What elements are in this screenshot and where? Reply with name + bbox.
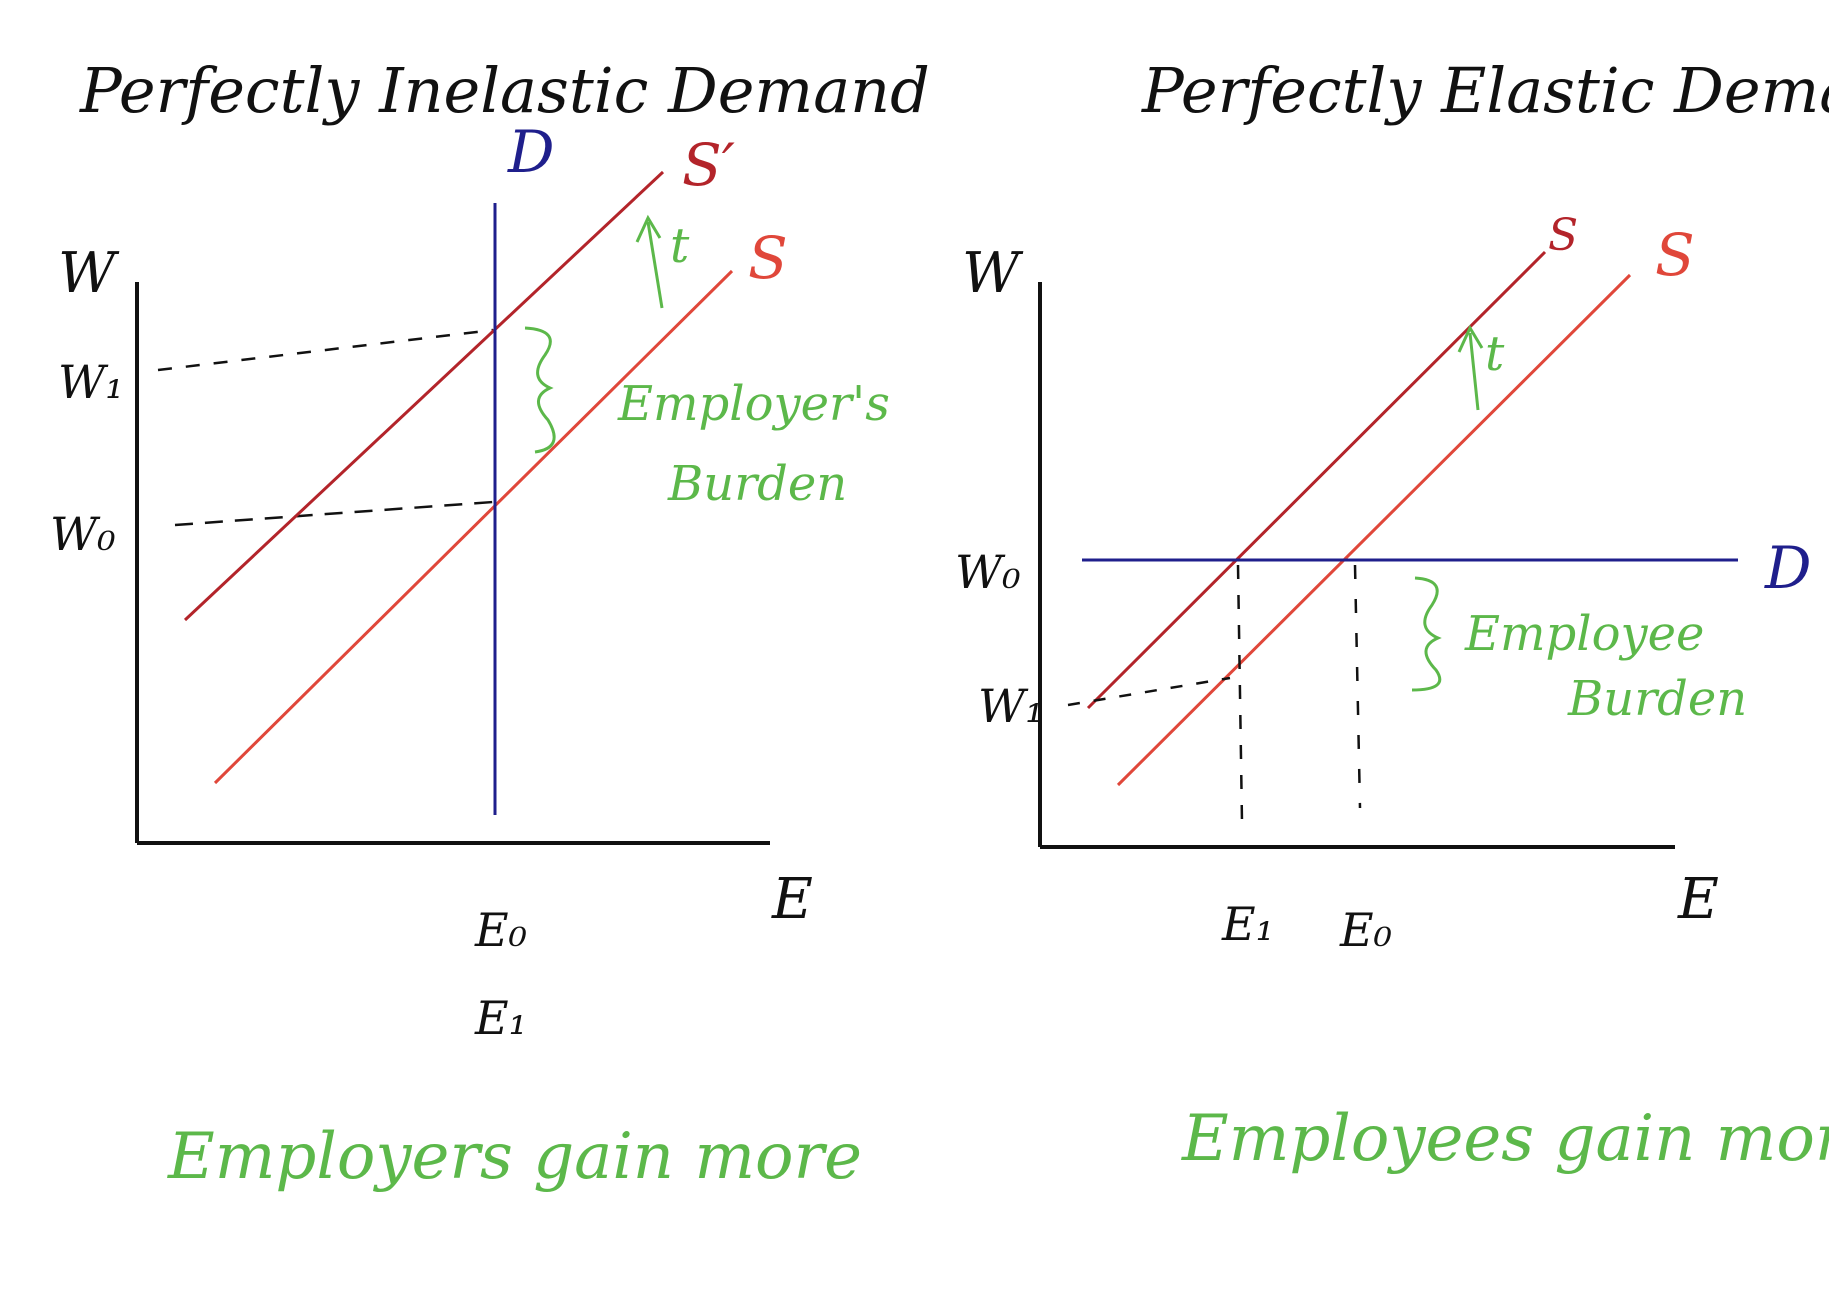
left-y-axis-label: W [58,241,120,306]
right-e0-guide [1353,564,1362,809]
left-caption: Employers gain more [167,1120,862,1194]
right-burden-line1: Employee [1464,606,1704,662]
right-w1-label: W₁ [978,679,1044,733]
left-burden-brace [524,326,556,454]
right-w1-guide [1067,676,1231,707]
left-w0-label: W₀ [50,507,116,561]
left-burden-line1: Employer's [617,376,890,432]
right-w0-label: W₀ [955,545,1021,599]
left-panel-title: Perfectly Inelastic Demand [79,54,930,127]
left-x-axis-label: E [771,867,813,932]
right-x-axis-label: E [1677,867,1719,932]
right-tax-arrow [1457,324,1484,411]
right-supply-label: S [1655,221,1695,289]
right-e1-label: E₁ [1221,897,1274,951]
left-burden-line2: Burden [667,456,847,512]
left-supply-curve [213,269,734,785]
right-e0-label: E₀ [1339,903,1392,957]
left-panel: Perfectly Inelastic Demand W E W₁ W₀ D S… [50,54,930,1194]
right-burden-brace [1411,576,1442,692]
right-y-axis-label: W [962,241,1024,306]
left-w1-guide [157,328,494,372]
right-supply-shifted-label: S [1548,210,1578,261]
right-e1-guide [1236,564,1244,823]
left-w0-guide [174,500,494,527]
right-tax-label: t [1485,326,1505,382]
left-tax-arrow [635,214,664,309]
right-demand-label: D [1764,534,1812,602]
right-caption: Employees gain more [1181,1102,1829,1176]
right-burden-line2: Burden [1567,671,1747,727]
left-w1-label: W₁ [58,355,124,409]
left-e0-label: E₀ [474,903,527,957]
right-panel-title: Perfectly Elastic Demand [1141,54,1829,127]
left-supply-label: S [748,224,788,292]
left-supply-shifted-label: S′ [682,131,735,199]
left-supply-shifted-curve [183,170,665,622]
left-demand-label: D [507,118,555,186]
left-tax-label: t [670,218,690,274]
right-panel: Perfectly Elastic Demand W E W₀ W₁ S S D… [955,54,1829,1176]
left-e1-label: E₁ [474,991,527,1045]
right-supply-curve [1116,273,1632,787]
